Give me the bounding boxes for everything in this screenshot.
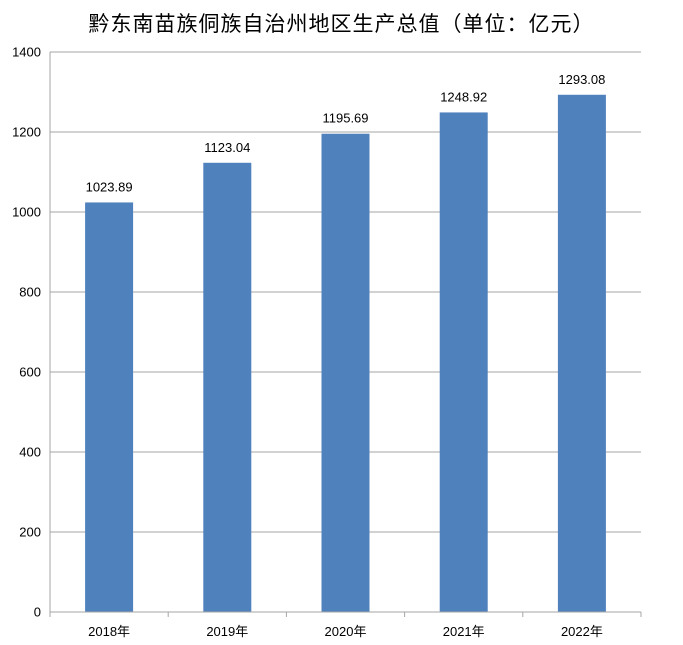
y-tick-label: 200 [19, 525, 41, 540]
bar [439, 112, 488, 612]
chart-title: 黔东南苗族侗族自治州地区生产总值（单位：亿元） [88, 12, 595, 36]
data-label: 1195.69 [322, 111, 368, 126]
data-label: 1248.92 [440, 89, 487, 104]
x-tick-label: 2018年 [88, 624, 130, 639]
y-tick-label: 400 [19, 445, 41, 460]
bar [85, 202, 134, 612]
data-label: 1293.08 [558, 72, 605, 87]
x-tick-label: 2019年 [206, 624, 248, 639]
y-tick-label: 1000 [12, 205, 41, 220]
data-label: 1023.89 [86, 179, 133, 194]
axes [49, 52, 642, 617]
x-tick-label: 2022年 [561, 624, 603, 639]
y-tick-label: 0 [34, 605, 41, 620]
bar [203, 162, 252, 612]
data-label: 1123.04 [204, 140, 250, 155]
y-tick-label: 800 [19, 285, 41, 300]
labels: 0 200 400 600 800 1000 1200 1400 1023.89 2018年 112… [12, 45, 605, 640]
bars [85, 94, 606, 612]
bar [557, 94, 606, 612]
y-tick-label: 600 [19, 365, 41, 380]
bar [321, 133, 370, 612]
y-tick-label: 1200 [12, 125, 41, 140]
x-tick-label: 2020年 [325, 624, 367, 639]
y-tick-label: 1400 [12, 45, 41, 60]
x-tick-label: 2021年 [443, 624, 485, 639]
